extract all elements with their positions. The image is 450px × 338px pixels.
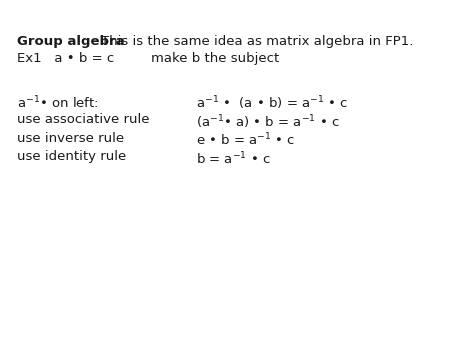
- Text: use identity rule: use identity rule: [17, 150, 126, 163]
- Text: This is the same idea as matrix algebra in FP1.: This is the same idea as matrix algebra …: [101, 35, 414, 48]
- Text: b = a$^{-1}$ • c: b = a$^{-1}$ • c: [196, 150, 271, 167]
- Text: make b the subject: make b the subject: [151, 52, 279, 65]
- Text: Group algebra: Group algebra: [17, 35, 125, 48]
- Text: use inverse rule: use inverse rule: [17, 132, 124, 145]
- Text: a$^{-1}$• on left:: a$^{-1}$• on left:: [17, 95, 99, 111]
- Text: use associative rule: use associative rule: [17, 113, 149, 126]
- Text: (a$^{-1}$• a) • b = a$^{-1}$ • c: (a$^{-1}$• a) • b = a$^{-1}$ • c: [196, 113, 340, 131]
- Text: Ex1   a • b = c: Ex1 a • b = c: [17, 52, 114, 65]
- Text: e • b = a$^{-1}$ • c: e • b = a$^{-1}$ • c: [196, 132, 295, 148]
- Text: a$^{-1}$ •  (a • b) = a$^{-1}$ • c: a$^{-1}$ • (a • b) = a$^{-1}$ • c: [196, 95, 348, 112]
